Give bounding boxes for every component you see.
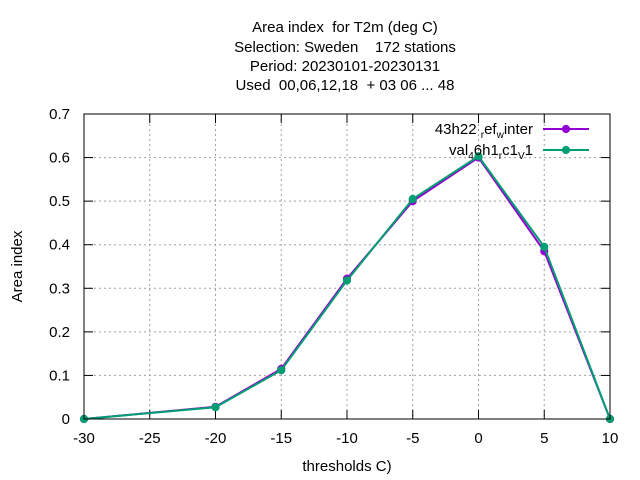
x-tick-label: -30 (73, 430, 95, 447)
legend-marker-1 (561, 145, 571, 155)
y-tick-label: 0.1 (49, 367, 70, 384)
legend-label-part: val (449, 142, 468, 159)
x-tick-label: -10 (336, 430, 358, 447)
x-tick-label: -20 (205, 430, 227, 447)
y-axis-label: Area index (9, 230, 26, 302)
data-point (211, 403, 220, 412)
series-1 (79, 152, 615, 424)
legend-label-part: V (518, 151, 525, 162)
grid (84, 114, 610, 419)
title-line-2: Period: 20230101-20230131 (250, 58, 440, 75)
title-line-1: Selection: Sweden 172 stations (234, 39, 456, 56)
legend-label-part: 4 (468, 151, 474, 162)
data-point (342, 276, 352, 285)
legend-label-part: 1 (525, 142, 533, 159)
x-tick-label: 5 (540, 430, 548, 447)
x-tick-label: 10 (602, 430, 619, 447)
data-point (474, 152, 483, 161)
chart-title: Area index for T2m (deg C) Selection: Swe… (234, 19, 456, 94)
x-tick-label: -5 (406, 430, 419, 447)
title-line-3: Used 00,06,12,18 + 03 06 ... 48 (236, 77, 455, 94)
legend-label-part: ef (484, 121, 497, 138)
data-point (277, 366, 286, 375)
legend-label-part: 43h22 (435, 121, 481, 138)
legend-label-1: val46h1rc1V1 (449, 142, 533, 162)
legend-label-part: r (481, 130, 485, 141)
x-axis-label: thresholds C) (302, 458, 391, 475)
legend-label-0: 43h22 refwinter (435, 121, 533, 141)
legend-marker-0 (561, 124, 571, 134)
axis-ticks: -30 -25 -20 -15 -10 -5 0 5 10 0 0.1 0.2 0.3 0.4 0.5 0.6… (49, 106, 618, 447)
y-tick-label: 0.2 (49, 324, 70, 341)
data-point (408, 194, 417, 204)
y-tick-label: 0.5 (49, 193, 70, 210)
plot-frame (83, 113, 611, 420)
legend-label-part: r (499, 151, 503, 162)
y-tick-label: 0.6 (49, 150, 70, 167)
y-tick-label: 0.3 (49, 280, 70, 297)
series-line (83, 155, 611, 420)
x-tick-label: -15 (270, 430, 292, 447)
y-tick-label: 0 (62, 411, 70, 428)
legend-label-part: 6h1 (474, 142, 499, 159)
series-lines (79, 152, 615, 424)
title-line-0: Area index for T2m (deg C) (252, 19, 438, 36)
legend-label-part: c1 (502, 142, 518, 159)
x-tick-label: -25 (139, 430, 161, 447)
y-tick-label: 0.7 (49, 106, 70, 123)
legend-label-part: w (496, 130, 505, 141)
y-tick-label: 0.4 (49, 237, 70, 254)
data-point (540, 242, 549, 251)
x-tick-label: 0 (474, 430, 482, 447)
legend-label-part: inter (504, 121, 533, 138)
